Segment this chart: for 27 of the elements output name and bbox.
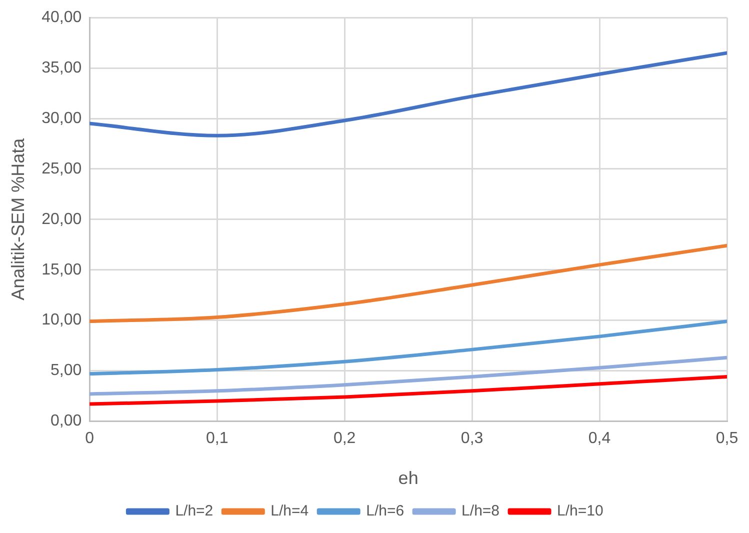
legend-label: L/h=6 (366, 502, 404, 520)
x-tick-label: 0,4 (588, 430, 611, 448)
y-axis-title: Analitik-SEM %Hata (8, 137, 28, 300)
y-tick-label: 25,00 (42, 160, 82, 178)
y-tick-label: 40,00 (42, 9, 82, 26)
y-tick-label: 30,00 (42, 110, 82, 127)
x-axis-title: eh (398, 468, 418, 488)
legend-label: L/h=2 (175, 502, 214, 520)
x-tick-label: 0,1 (206, 430, 228, 448)
line-series (90, 320, 727, 376)
x-tick-label: 0,3 (460, 430, 484, 448)
line-series (90, 356, 727, 396)
legend-label: L/h=10 (557, 502, 604, 520)
y-tick-label: 20,00 (42, 210, 82, 228)
line-series (90, 51, 727, 138)
legend-label: L/h=4 (270, 502, 309, 520)
x-tick-label: 0 (85, 430, 94, 448)
x-tick-label: 0,5 (716, 430, 738, 448)
y-tick-label: 5,00 (50, 362, 82, 380)
y-tick-label: 10,00 (42, 312, 82, 329)
line-series (90, 244, 727, 324)
x-tick-label: 0,2 (333, 430, 356, 448)
legend-label: L/h=8 (462, 502, 500, 520)
line-series (90, 375, 727, 406)
y-tick-label: 0,00 (50, 412, 82, 430)
y-tick-label: 35,00 (42, 59, 82, 76)
y-tick-label: 15,00 (42, 261, 82, 278)
